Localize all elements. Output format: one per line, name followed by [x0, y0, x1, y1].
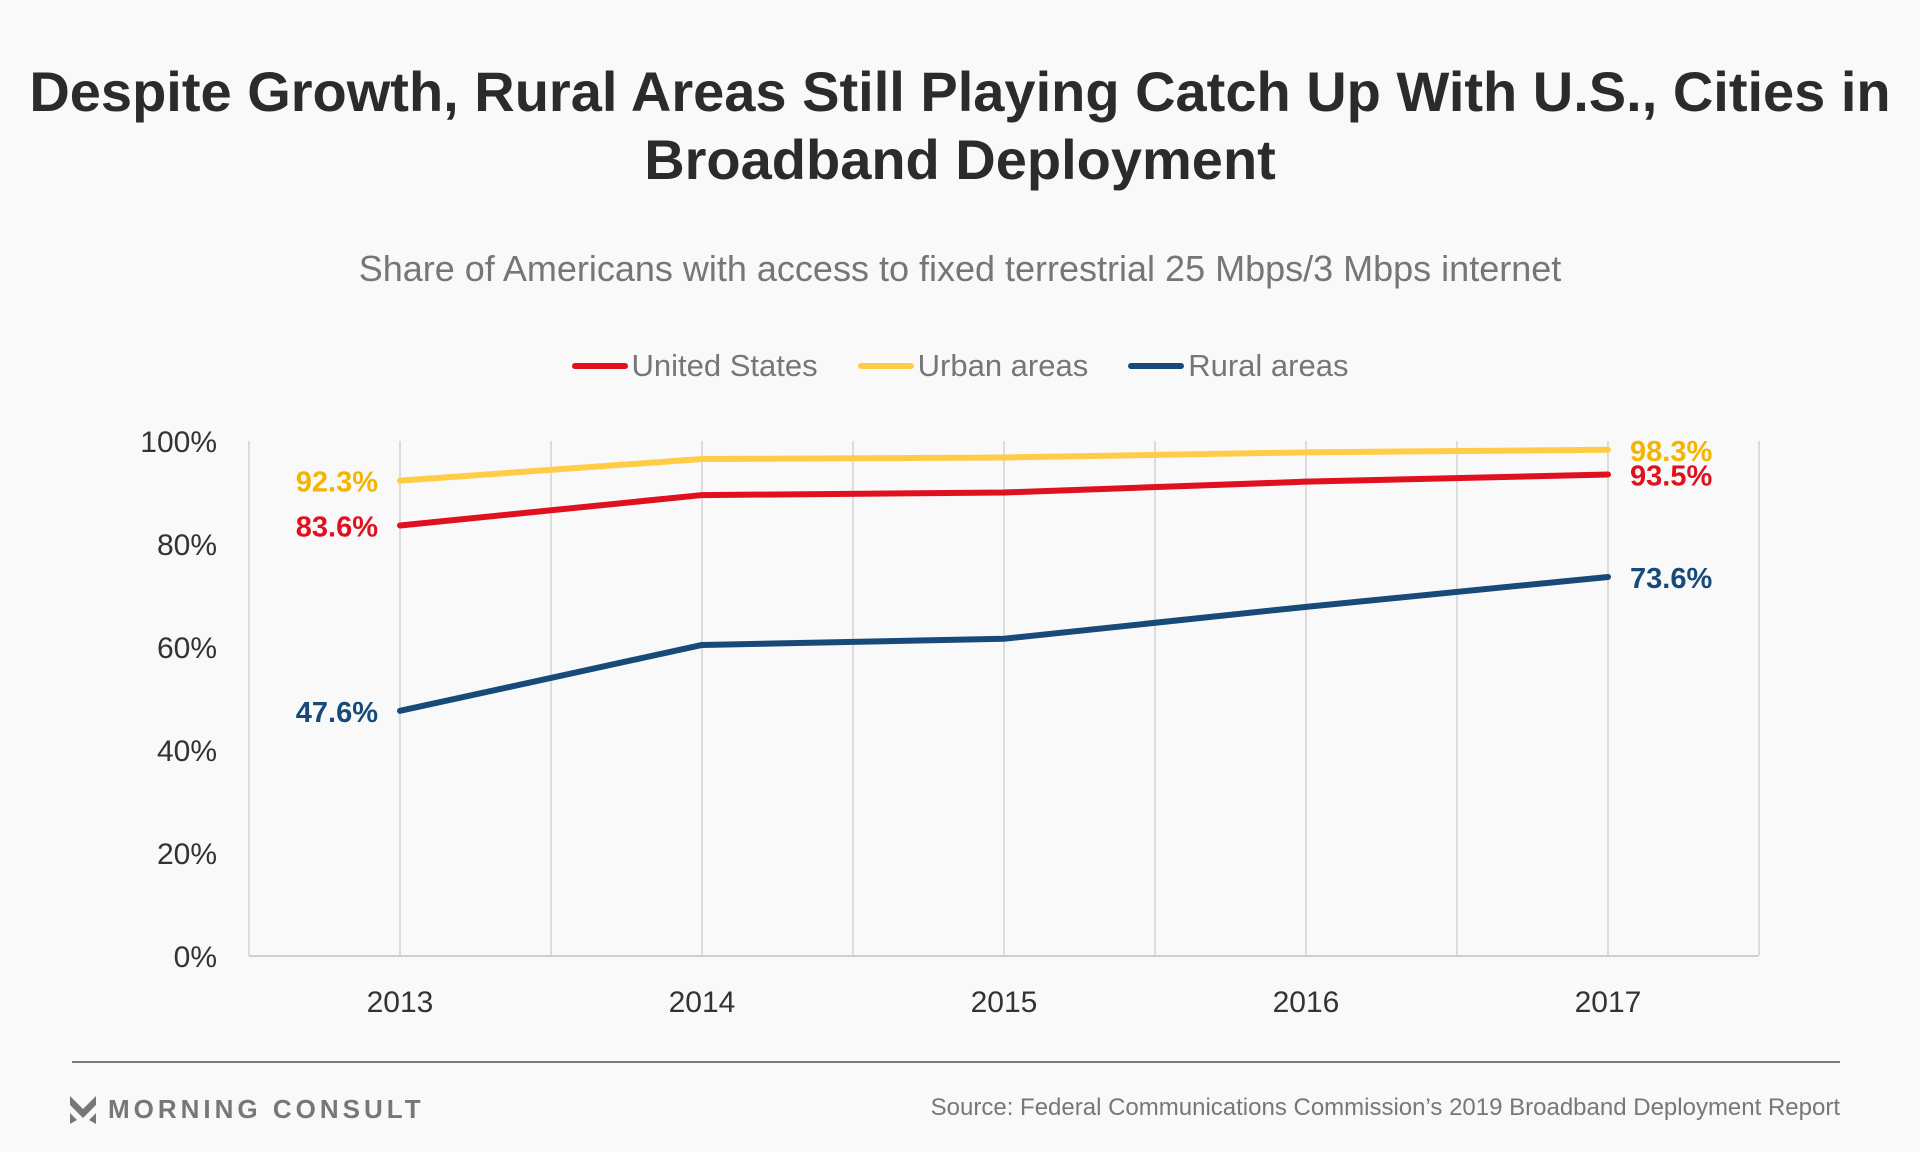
legend-swatch — [1128, 363, 1185, 369]
chart-title: Despite Growth, Rural Areas Still Playin… — [29, 60, 1891, 191]
data-label-start: 83.6% — [296, 511, 378, 543]
x-tick-label: 2015 — [971, 986, 1038, 1019]
data-label-start: 47.6% — [296, 697, 378, 729]
x-tick-label: 2017 — [1575, 986, 1642, 1019]
legend-label: Urban areas — [917, 348, 1089, 383]
y-tick-label: 60% — [157, 632, 217, 665]
y-tick-label: 40% — [157, 735, 217, 768]
legend: United States Urban areas Rural areas — [0, 348, 1920, 384]
legend-swatch — [857, 363, 914, 369]
legend-item-rural-areas: Rural areas — [1128, 348, 1348, 384]
data-label-end: 73.6% — [1630, 563, 1712, 595]
x-tick-label: 2013 — [367, 986, 434, 1019]
logo-text: MORNING CONSULT — [108, 1094, 425, 1124]
x-tick-label: 2014 — [669, 986, 736, 1019]
y-tick-label: 0% — [174, 941, 217, 974]
data-label-end: 98.3% — [1630, 436, 1712, 468]
data-label-start: 92.3% — [296, 467, 378, 499]
legend-swatch — [571, 363, 628, 369]
chart-subtitle: Share of Americans with access to fixed … — [358, 248, 1562, 289]
footer-divider — [72, 1061, 1840, 1063]
y-tick-label: 20% — [157, 838, 217, 871]
morning-consult-logo: MORNING CONSULT — [70, 1094, 425, 1125]
legend-label: Rural areas — [1188, 348, 1349, 383]
source-note: Source: Federal Communications Commissio… — [930, 1094, 1840, 1121]
x-tick-label: 2016 — [1273, 986, 1340, 1019]
legend-item-united-states: United States — [571, 348, 818, 384]
y-tick-label: 80% — [157, 529, 217, 562]
y-tick-label: 100% — [140, 426, 217, 459]
morning-consult-m-icon — [70, 1095, 96, 1124]
legend-label: United States — [631, 348, 818, 383]
data-label-end: 93.5% — [1630, 460, 1712, 492]
legend-item-urban-areas: Urban areas — [857, 348, 1089, 384]
